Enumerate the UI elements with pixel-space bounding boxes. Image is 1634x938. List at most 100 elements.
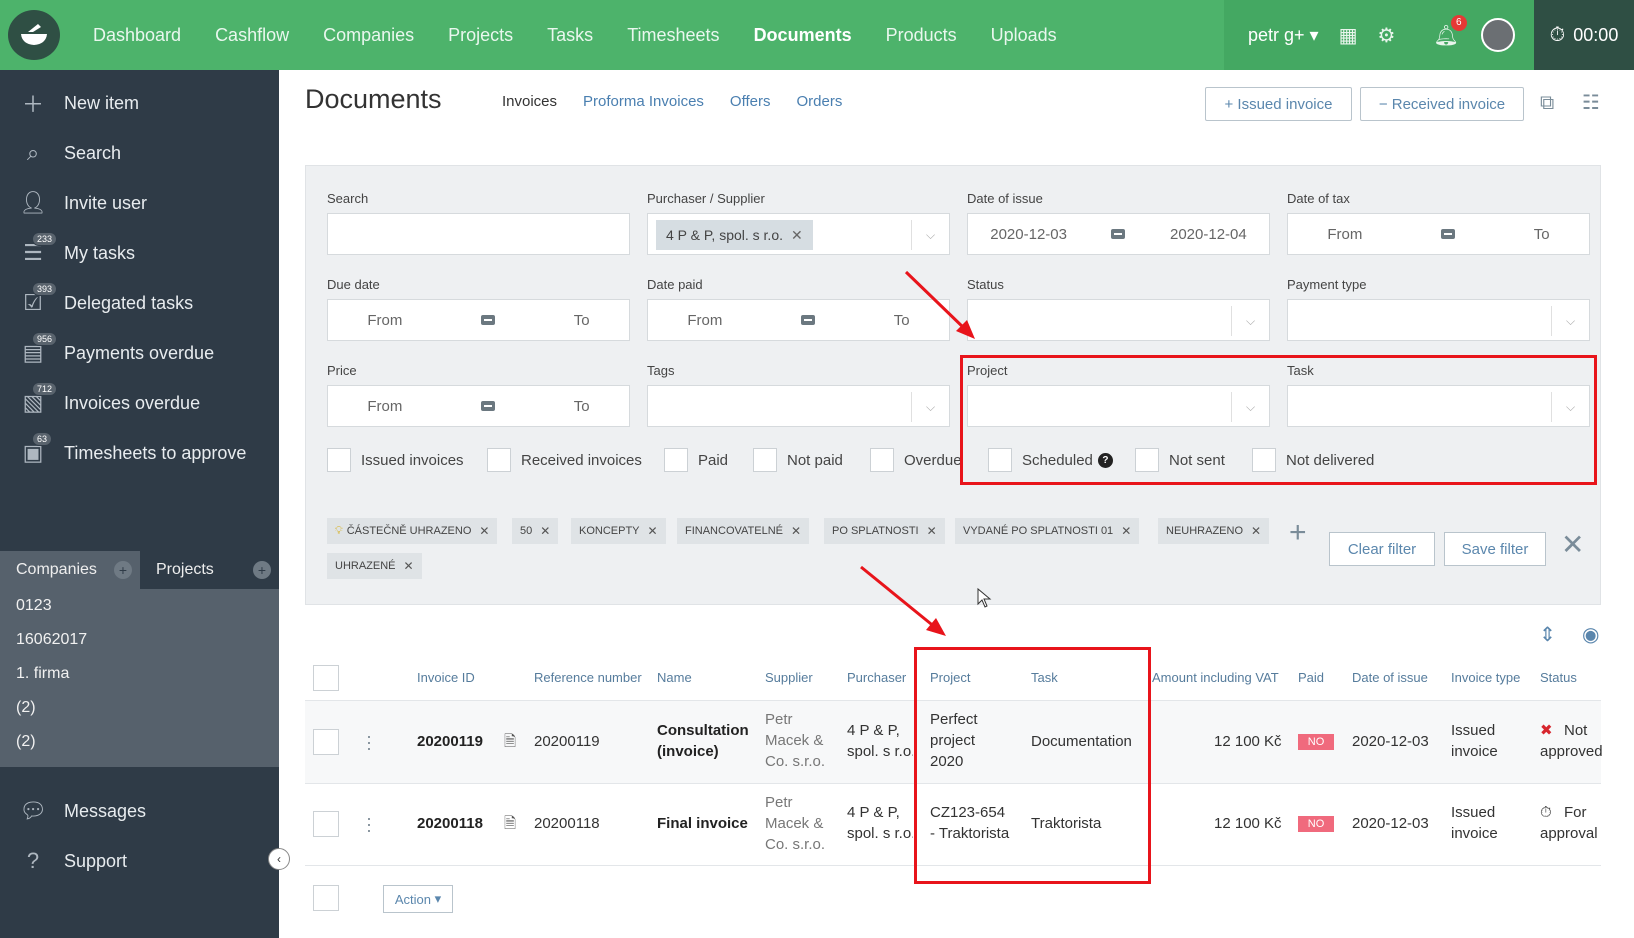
col-supplier[interactable]: Supplier [765,670,813,685]
chevron-down-icon[interactable]: ⌵ [911,220,949,250]
checkbox-box[interactable] [1252,448,1276,472]
received-invoice-button[interactable]: − Received invoice [1360,87,1524,121]
remove-tag-icon[interactable]: ✕ [403,559,414,573]
col-invoice-type[interactable]: Invoice type [1451,670,1521,685]
collapse-sidebar-icon[interactable]: ‹ [268,848,290,870]
paid-checkbox[interactable]: Paid [664,448,728,472]
col-task[interactable]: Task [1031,670,1058,685]
checkbox-box[interactable] [988,448,1012,472]
issued-invoice-button[interactable]: + Issued invoice [1205,87,1352,121]
bell-icon[interactable]: 🔔︎ 6 [1433,14,1467,48]
col-reference-number[interactable]: Reference number [534,670,642,685]
filter-tag[interactable]: 💡︎ ČÁSTEČNĚ UHRAZENO ✕ [327,518,498,544]
bulk-select-checkbox[interactable] [313,885,339,911]
app-logo-icon[interactable] [8,10,60,60]
user-menu[interactable]: petr g+ ▾ [1248,24,1319,45]
sidebar-item-search[interactable]: ⌕ Search [0,128,279,178]
nav-documents[interactable]: Documents [753,24,852,45]
remove-tag-icon[interactable]: ✕ [1121,524,1132,538]
add-filter-icon[interactable]: + [1289,516,1307,549]
sidebar-item-support[interactable]: ? Support [0,836,279,886]
tab-invoices[interactable]: Invoices [502,93,558,110]
sliders-icon[interactable]: ☷ [1582,92,1600,114]
invoice-name[interactable]: Consultation [657,722,749,739]
invoice-name-line2[interactable]: (invoice) [657,743,719,760]
scheduled-checkbox[interactable]: Scheduled? [988,448,1113,472]
nav-companies[interactable]: Companies [323,24,415,45]
col-paid[interactable]: Paid [1298,670,1325,685]
copy-icon[interactable]: ⧉ [1540,92,1555,114]
date-issue-from[interactable]: 2020-12-03 [990,225,1067,243]
filter-tag[interactable]: NEUHRAZENO ✕ [1158,518,1270,544]
invoice-id[interactable]: 20200118 [417,815,483,832]
checkbox-box[interactable] [327,448,351,472]
timer-button[interactable]: ⏱ 00:00 [1534,0,1634,70]
sidebar-item-new-item[interactable]: ＋ New item [0,78,279,128]
remove-chip-icon[interactable]: ✕ [791,226,803,243]
col-name[interactable]: Name [657,670,692,685]
list-item[interactable]: (2) [16,699,36,716]
sidebar-item-timesheets-to-approve[interactable]: ▣ 63 Timesheets to approve [0,428,279,478]
close-filter-icon[interactable]: ✕ [1561,529,1585,560]
col-amount[interactable]: Amount including VAT [1152,670,1279,685]
row-menu-icon[interactable]: · · · [366,808,372,840]
chevron-down-icon[interactable]: ⌵ [1551,392,1589,422]
nav-tasks[interactable]: Tasks [547,24,594,45]
purchaser-select[interactable]: 4 P & P, spol. s r.o. ✕ ⌵ [647,213,950,255]
nav-products[interactable]: Products [885,24,957,45]
not-delivered-checkbox[interactable]: Not delivered [1252,448,1374,472]
invoice-name[interactable]: Final invoice [657,815,748,832]
nav-projects[interactable]: Projects [448,24,514,45]
sidebar-item-payments-overdue[interactable]: ▤ 956 Payments overdue [0,328,279,378]
tags-select[interactable]: ⌵ [647,385,950,427]
filter-tag[interactable]: VYDANÉ PO SPLATNOSTI 01 ✕ [955,518,1140,544]
received-invoices-checkbox[interactable]: Received invoices [487,448,642,472]
row-checkbox[interactable] [313,811,339,837]
due-to[interactable]: To [573,311,590,329]
nav-timesheets[interactable]: Timesheets [627,24,720,45]
sidebar-item-delegated-tasks[interactable]: ☑ 393 Delegated tasks [0,278,279,328]
search-input[interactable] [327,213,630,255]
nav-cashflow[interactable]: Cashflow [215,24,290,45]
col-date-of-issue[interactable]: Date of issue [1352,670,1428,685]
chevron-down-icon[interactable]: ⌵ [1551,306,1589,336]
col-project[interactable]: Project [930,670,971,685]
remove-tag-icon[interactable]: ✕ [647,524,658,538]
status-select[interactable]: ⌵ [967,299,1270,341]
nav-dashboard[interactable]: Dashboard [93,24,182,45]
calendar-icon[interactable]: ▦ [1338,24,1358,47]
tab-companies[interactable]: Companies + [0,551,140,589]
nav-uploads[interactable]: Uploads [990,24,1057,45]
remove-tag-icon[interactable]: ✕ [479,524,490,538]
date-tax-to[interactable]: To [1533,225,1550,243]
col-status[interactable]: Status [1540,670,1577,685]
row-menu-icon[interactable]: · · · [366,726,372,758]
chevron-down-icon[interactable]: ⌵ [1231,392,1269,422]
list-item[interactable]: 1. firma [16,665,70,682]
date-issue-to[interactable]: 2020-12-04 [1169,225,1247,243]
paid-from[interactable]: From [687,311,723,329]
date-tax-from[interactable]: From [1327,225,1363,243]
save-filter-button[interactable]: Save filter [1444,532,1546,566]
filter-tag[interactable]: UHRAZENÉ ✕ [327,553,422,579]
remove-tag-icon[interactable]: ✕ [540,524,551,538]
chevron-down-icon[interactable]: ⌵ [1231,306,1269,336]
list-item[interactable]: 0123 [16,597,52,614]
clear-filter-button[interactable]: Clear filter [1329,532,1435,566]
remove-tag-icon[interactable]: ✕ [791,524,802,538]
avatar[interactable] [1480,18,1515,52]
sidebar-item-invite-user[interactable]: 👤︎ Invite user [0,178,279,228]
remove-tag-icon[interactable]: ✕ [926,524,937,538]
sidebar-item-messages[interactable]: 💬︎ Messages [0,786,279,836]
add-project-icon[interactable]: + [253,561,271,579]
issued-invoices-checkbox[interactable]: Issued invoices [327,448,464,472]
due-from[interactable]: From [367,311,403,329]
list-item[interactable]: 2 [0,759,279,767]
price-from[interactable]: From [367,397,403,415]
payment-type-select[interactable]: ⌵ [1287,299,1590,341]
price-to[interactable]: To [573,397,590,415]
list-item[interactable]: (2) [16,733,36,750]
row-checkbox[interactable] [313,729,339,755]
action-dropdown[interactable]: Action ▾ [383,885,453,913]
filter-tag[interactable]: FINANCOVATELNÉ ✕ [677,518,810,544]
